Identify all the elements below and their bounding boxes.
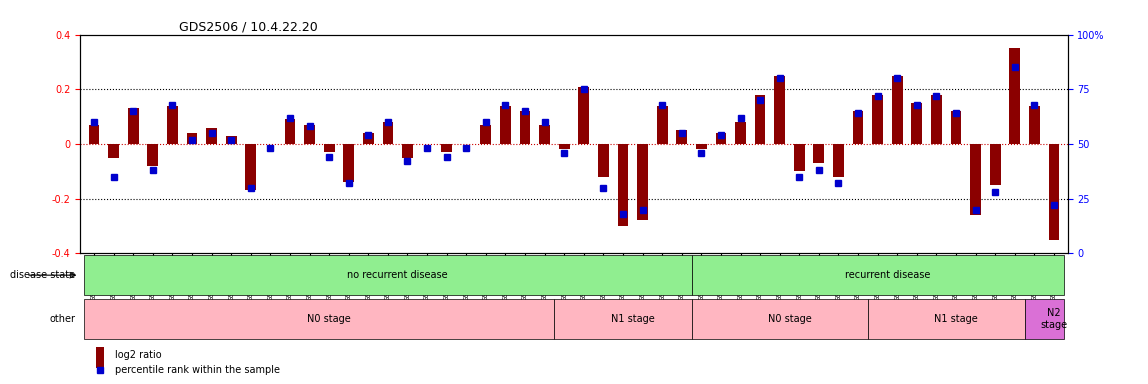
Bar bbox=[246, 144, 256, 190]
Bar bbox=[696, 144, 707, 149]
Bar bbox=[96, 347, 104, 368]
Bar bbox=[892, 76, 902, 144]
Bar bbox=[774, 76, 785, 144]
Bar bbox=[951, 111, 961, 144]
FancyBboxPatch shape bbox=[554, 299, 691, 339]
Bar bbox=[657, 106, 667, 144]
Text: disease state: disease state bbox=[10, 270, 76, 280]
Bar bbox=[1048, 144, 1060, 240]
FancyBboxPatch shape bbox=[691, 299, 868, 339]
Bar bbox=[735, 122, 746, 144]
Bar bbox=[794, 144, 805, 171]
Text: GDS2506 / 10.4.22.20: GDS2506 / 10.4.22.20 bbox=[179, 20, 318, 33]
Bar bbox=[343, 144, 354, 182]
Bar bbox=[559, 144, 569, 149]
Bar bbox=[970, 144, 980, 215]
Bar bbox=[754, 95, 766, 144]
Bar bbox=[853, 111, 863, 144]
Bar bbox=[872, 95, 883, 144]
Text: N0 stage: N0 stage bbox=[308, 314, 351, 324]
Text: N1 stage: N1 stage bbox=[611, 314, 654, 324]
Text: N1 stage: N1 stage bbox=[934, 314, 978, 324]
Bar bbox=[637, 144, 647, 220]
Bar bbox=[579, 86, 589, 144]
Bar bbox=[990, 144, 1001, 185]
Bar bbox=[285, 119, 295, 144]
Bar bbox=[1009, 48, 1021, 144]
Bar bbox=[481, 125, 491, 144]
Bar bbox=[833, 144, 844, 177]
FancyBboxPatch shape bbox=[691, 255, 1064, 295]
Text: N0 stage: N0 stage bbox=[768, 314, 812, 324]
Bar bbox=[147, 144, 158, 166]
Bar bbox=[187, 133, 197, 144]
FancyBboxPatch shape bbox=[84, 299, 554, 339]
Bar bbox=[108, 144, 119, 157]
Bar bbox=[363, 133, 374, 144]
Bar bbox=[226, 136, 236, 144]
Bar bbox=[127, 108, 139, 144]
FancyBboxPatch shape bbox=[84, 255, 691, 295]
Bar bbox=[598, 144, 608, 177]
Text: N2
stage: N2 stage bbox=[1040, 308, 1068, 330]
Bar bbox=[324, 144, 334, 152]
Text: recurrent disease: recurrent disease bbox=[845, 270, 930, 280]
FancyBboxPatch shape bbox=[1024, 299, 1064, 339]
FancyBboxPatch shape bbox=[868, 299, 1024, 339]
Bar bbox=[931, 95, 941, 144]
Bar bbox=[715, 133, 727, 144]
Bar bbox=[501, 106, 511, 144]
Bar bbox=[814, 144, 824, 163]
Bar bbox=[207, 127, 217, 144]
Bar bbox=[912, 103, 922, 144]
Bar bbox=[168, 106, 178, 144]
Bar bbox=[382, 122, 394, 144]
Bar bbox=[402, 144, 413, 157]
Bar bbox=[88, 125, 100, 144]
Bar bbox=[618, 144, 628, 226]
Bar bbox=[304, 125, 315, 144]
Text: percentile rank within the sample: percentile rank within the sample bbox=[115, 365, 280, 375]
Bar bbox=[540, 125, 550, 144]
Text: other: other bbox=[49, 314, 76, 324]
Text: log2 ratio: log2 ratio bbox=[115, 349, 162, 359]
Bar bbox=[520, 111, 530, 144]
Bar bbox=[676, 130, 688, 144]
Text: no recurrent disease: no recurrent disease bbox=[348, 270, 448, 280]
Bar bbox=[1029, 106, 1040, 144]
Bar bbox=[441, 144, 452, 152]
